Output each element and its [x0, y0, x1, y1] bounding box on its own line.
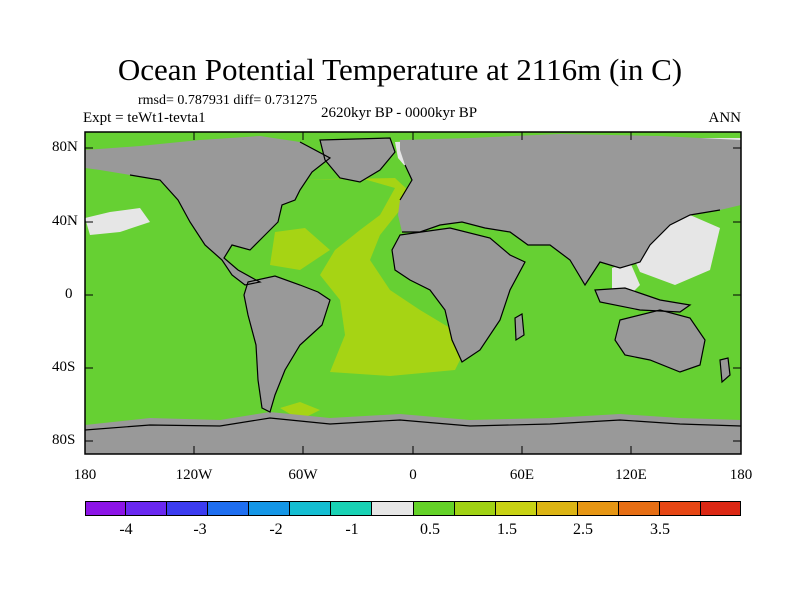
indonesia — [595, 288, 690, 312]
colorbar — [85, 501, 741, 516]
greenland — [320, 138, 395, 182]
australia — [615, 310, 705, 372]
coast-greenland — [319, 137, 396, 183]
colorbar-label: 0.5 — [420, 521, 440, 538]
lon-label-60w: 60W — [288, 467, 318, 483]
lat-label-80n: 80N — [52, 139, 78, 155]
lon-label-180w: 180 — [73, 467, 97, 483]
colorbar-segment — [290, 501, 332, 516]
season-label: ANN — [708, 110, 742, 126]
colorbar-label: 3.5 — [650, 521, 670, 538]
lon-label-0: 0 — [409, 467, 417, 483]
colorbar-segment — [249, 501, 291, 516]
colorbar-segment — [495, 501, 537, 516]
new-zealand — [720, 358, 730, 382]
colorbar-segment — [331, 501, 373, 516]
colorbar-segment — [167, 501, 209, 516]
colorbar-label: 2.5 — [573, 521, 593, 538]
north-america — [85, 136, 330, 285]
colorbar-segment — [413, 501, 455, 516]
coast-new-zealand — [719, 357, 731, 384]
coast-africa — [391, 227, 526, 363]
weddell-anomaly — [280, 402, 320, 420]
coast-indonesia — [594, 287, 692, 313]
madagascar — [515, 314, 524, 340]
north-pacific-near-zero — [85, 208, 150, 235]
land-masses — [85, 134, 741, 454]
lat-label-80s: 80S — [52, 432, 76, 448]
coast-australia — [614, 309, 706, 373]
colorbar-segment — [372, 501, 414, 516]
eurasia — [398, 134, 741, 285]
coast-north-america — [129, 141, 332, 286]
colorbar-label: -1 — [345, 521, 359, 538]
latitude-ticks — [85, 147, 741, 442]
colorbar-segment — [126, 501, 168, 516]
lat-label-40n: 40N — [52, 213, 78, 229]
coast-eurasia — [399, 164, 721, 287]
coast-antarctica — [85, 417, 741, 431]
colorbar-segment — [577, 501, 619, 516]
colorbar-segment — [700, 501, 741, 516]
colorbar-segment — [536, 501, 578, 516]
colorbar-label: -2 — [269, 521, 283, 538]
atlantic-warm-anomaly — [270, 178, 470, 376]
lon-label-60e: 60E — [509, 467, 535, 483]
experiment-label: Expt = teWt1-tevta1 — [83, 110, 206, 126]
colorbar-label: 1.5 — [497, 521, 517, 538]
map-title: Ocean Potential Temperature at 2116m (in… — [117, 52, 683, 87]
colorbar-label: -3 — [193, 521, 207, 538]
colorbar-segment — [618, 501, 660, 516]
coast-madagascar — [514, 313, 525, 342]
south-america — [244, 276, 330, 412]
period-label: 2620kyr BP - 0000kyr BP — [321, 105, 478, 121]
coastlines — [85, 137, 741, 431]
map-plot-area — [85, 132, 741, 454]
lat-label-0: 0 — [65, 286, 73, 302]
colorbar-segment — [659, 501, 701, 516]
africa — [392, 228, 525, 362]
colorbar-label: -4 — [119, 521, 133, 538]
lon-label-120w: 120W — [175, 467, 213, 483]
colorbar-segment — [454, 501, 496, 516]
longitude-ticks — [84, 132, 742, 454]
colorbar-segment — [85, 501, 127, 516]
lon-label-120e: 120E — [615, 467, 647, 483]
lat-label-40s: 40S — [52, 359, 76, 375]
stats-text: rmsd= 0.787931 diff= 0.731275 — [138, 93, 318, 108]
coast-south-america — [243, 275, 331, 413]
lon-label-180e: 180 — [729, 467, 753, 483]
colorbar-segment — [208, 501, 250, 516]
